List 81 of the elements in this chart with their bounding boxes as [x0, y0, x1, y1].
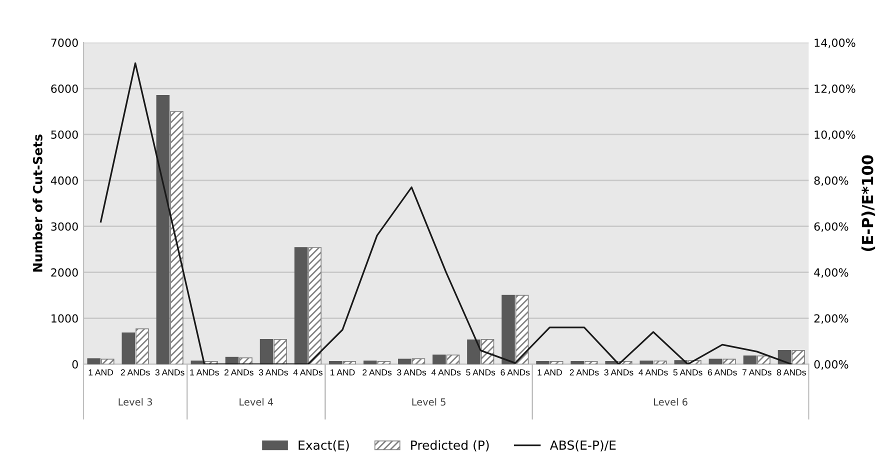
x-tick-label: 2 ANDs	[570, 369, 599, 376]
x-tick-label: 4 ANDs	[293, 369, 322, 376]
x-tick-label: 2 ANDs	[362, 369, 392, 376]
bar	[87, 358, 100, 364]
y2-tick-label: 10,00%	[814, 130, 856, 140]
x-tick-label: 4 ANDs	[638, 369, 668, 376]
y-tick-label: 1000	[52, 314, 78, 323]
x-tick-label: 1 AND	[538, 369, 562, 376]
bar	[156, 94, 170, 364]
bar	[328, 361, 342, 364]
bar	[792, 350, 805, 364]
bar	[536, 361, 550, 364]
legend-label: Predicted (P)	[411, 440, 489, 452]
text: Level 6	[654, 398, 688, 406]
bar	[101, 358, 114, 364]
text: Level 3	[118, 398, 152, 406]
bar	[412, 358, 426, 364]
y2-tick-label: 4,00%	[814, 268, 848, 278]
bar	[743, 356, 757, 364]
bar	[515, 294, 529, 364]
y-tick-label: 2000	[51, 268, 78, 277]
y-tick-label: 3000	[51, 222, 78, 231]
x-tick-label: 3 ANDs	[155, 369, 184, 376]
y-tick-label: 7000	[51, 38, 78, 47]
bar	[550, 361, 564, 364]
x-tick-label: 3 ANDs	[397, 369, 426, 376]
legend-label: ABS(E-P)/E	[550, 440, 616, 452]
y-tick-label: 5000	[51, 130, 78, 139]
bar	[398, 358, 412, 364]
bar	[260, 338, 274, 364]
text: Level 4	[240, 398, 274, 406]
y-tick-label: 6000	[51, 84, 78, 93]
bar	[654, 360, 667, 364]
text: Level 5	[412, 398, 446, 406]
bar	[377, 361, 391, 364]
bar	[757, 356, 770, 364]
bar	[136, 328, 149, 364]
bar	[274, 338, 287, 364]
y2-axis-title: (E-P)/E*100	[861, 155, 876, 251]
y2-tick-label: 12,00%	[814, 84, 856, 94]
bar	[584, 361, 598, 364]
bar	[467, 339, 480, 364]
bar	[122, 332, 136, 364]
bar	[342, 361, 356, 364]
bar	[502, 294, 515, 364]
x-tick-label: 5 ANDs	[466, 369, 496, 376]
x-tick-label: 4 ANDs	[431, 369, 461, 376]
x-tick-label: 2 ANDs	[224, 369, 254, 376]
bar	[708, 358, 722, 364]
line-series	[100, 62, 792, 364]
x-tick-label: 6 ANDs	[500, 369, 530, 376]
x-tick-label: 6 ANDs	[708, 369, 737, 376]
x-tick-label: 3 ANDs	[258, 369, 288, 376]
y-tick-label: 4000	[50, 176, 78, 185]
y-axis-title: Number of Cut-Sets	[32, 134, 42, 272]
y2-tick-label: 0,00%	[814, 360, 848, 370]
bar	[446, 354, 460, 364]
bar	[170, 111, 184, 364]
y2-tick-label: 2,00%	[814, 314, 848, 324]
x-tick-label: 8 ANDs	[776, 369, 806, 376]
y-tick-label: 0	[72, 360, 78, 369]
y2-tick-label: 6,00%	[814, 222, 848, 232]
bar	[722, 358, 736, 364]
x-tick-label: 5 ANDs	[673, 369, 702, 376]
x-tick-label: 3 ANDs	[604, 369, 634, 376]
bar	[570, 361, 584, 364]
bar	[480, 338, 494, 364]
bar	[363, 360, 377, 364]
x-tick-label: 2 ANDs	[120, 369, 150, 376]
legend-label: Exact(E)	[298, 440, 349, 452]
x-tick-label: 7 ANDs	[742, 369, 772, 376]
y2-tick-label: 14,00%	[814, 38, 856, 48]
y2-tick-label: 8,00%	[814, 176, 848, 186]
bar	[640, 360, 654, 364]
bar	[294, 247, 308, 364]
x-tick-label: 1 AND	[330, 369, 355, 376]
bar	[432, 354, 446, 364]
bar	[308, 247, 322, 364]
x-tick-label: 1 ANDs	[190, 369, 219, 376]
x-tick-label: 1 AND	[88, 369, 113, 376]
bar	[239, 357, 252, 364]
